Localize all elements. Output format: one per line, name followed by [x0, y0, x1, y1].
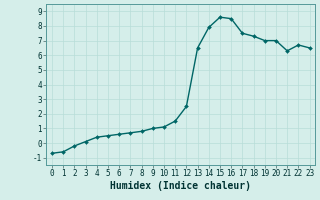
- X-axis label: Humidex (Indice chaleur): Humidex (Indice chaleur): [110, 181, 251, 191]
